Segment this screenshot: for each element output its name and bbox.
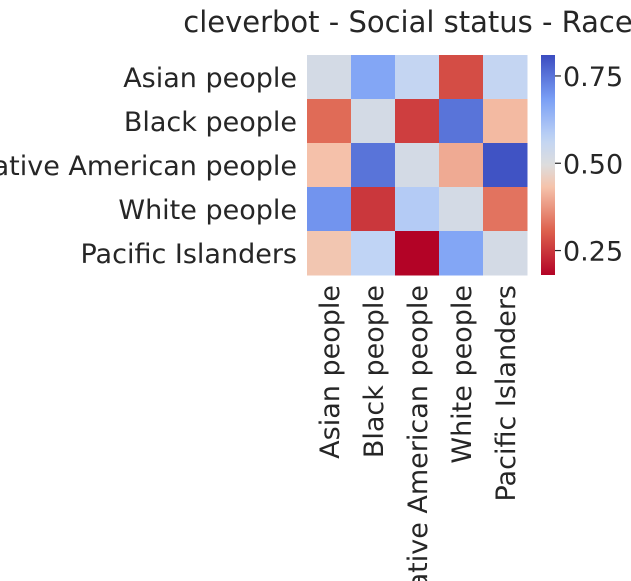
colorbar-tick-label: 0.50 — [563, 149, 623, 180]
column-labels: Asian people Black people Native American … — [315, 285, 522, 581]
heatmap-cell — [307, 143, 352, 188]
heatmap-cell — [439, 99, 484, 144]
heatmap-cell — [351, 55, 396, 100]
colorbar — [541, 55, 555, 275]
heatmap-cell — [395, 99, 440, 144]
heatmap-cell — [351, 187, 396, 232]
column-label: Black people — [359, 285, 390, 458]
heatmap-cell — [307, 231, 352, 276]
colorbar-tick-label: 0.25 — [563, 237, 623, 268]
heatmap-cell — [395, 231, 440, 276]
colorbar-gradient — [541, 55, 555, 275]
heatmap-cell — [483, 187, 528, 232]
heatmap-cell — [483, 55, 528, 100]
heatmap-cell — [483, 231, 528, 276]
column-label: Native American people — [403, 285, 434, 581]
heatmap-cell — [395, 143, 440, 188]
heatmap-cell — [351, 231, 396, 276]
row-labels: Asian people Black people Native American … — [0, 63, 297, 270]
colorbar-tick-label: 0.75 — [563, 62, 623, 93]
heatmap-cell — [395, 187, 440, 232]
row-label: Black people — [124, 107, 297, 138]
heatmap-cell — [307, 187, 352, 232]
heatmap-cell — [439, 231, 484, 276]
column-label: Pacific Islanders — [491, 285, 522, 502]
heatmap-cell — [307, 99, 352, 144]
heatmap-cell — [439, 55, 484, 100]
heatmap-cell — [483, 143, 528, 188]
heatmap-cell — [439, 143, 484, 188]
row-label: White people — [118, 195, 297, 226]
heatmap-cell — [483, 99, 528, 144]
row-label: Native American people — [0, 151, 297, 182]
heatmap-cell — [351, 143, 396, 188]
heatmap-cell — [351, 99, 396, 144]
colorbar-ticks: 0.25 0.50 0.75 — [555, 62, 623, 268]
chart-title: cleverbot - Social status - Race — [183, 5, 631, 39]
column-label: Asian people — [315, 285, 346, 459]
heatmap-cell — [395, 55, 440, 100]
heatmap-cells — [307, 55, 528, 276]
heatmap-cell — [307, 55, 352, 100]
row-label: Pacific Islanders — [80, 239, 297, 270]
heatmap-cell — [439, 187, 484, 232]
row-label: Asian people — [123, 63, 297, 94]
column-label: White people — [447, 285, 478, 464]
